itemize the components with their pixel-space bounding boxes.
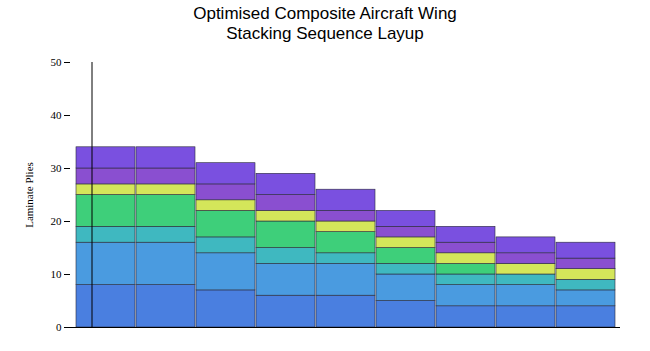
svg-text:20: 20 <box>51 215 63 227</box>
svg-text:40: 40 <box>51 109 63 121</box>
svg-text:Laminate Plies: Laminate Plies <box>23 162 35 228</box>
svg-text:10: 10 <box>51 268 63 280</box>
svg-text:30: 30 <box>51 162 63 174</box>
svg-text:0: 0 <box>56 321 62 333</box>
svg-text:50: 50 <box>51 56 63 68</box>
html-text:Optimised Composite Aircraft W: Optimised Composite Aircraft Wing Stacki… <box>193 4 457 43</box>
